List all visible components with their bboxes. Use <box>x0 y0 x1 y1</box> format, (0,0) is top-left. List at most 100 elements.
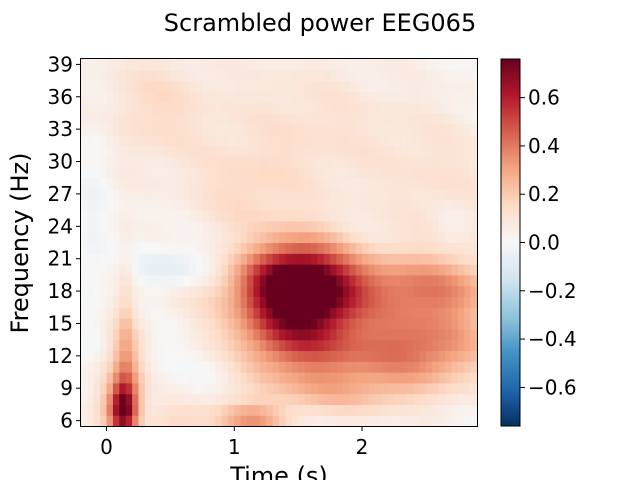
heatmap-cell <box>413 91 421 103</box>
heatmap-cell <box>227 123 235 136</box>
heatmap-cell <box>438 231 446 244</box>
heatmap-cell <box>202 156 210 168</box>
heatmap-cell <box>342 264 350 276</box>
heatmap-cell <box>253 285 261 298</box>
heatmap-cell <box>342 123 350 136</box>
heatmap-cell <box>445 415 453 427</box>
heatmap-cell <box>432 253 440 265</box>
heatmap-cell <box>125 91 133 103</box>
heatmap-cell <box>368 156 376 168</box>
heatmap-cell <box>362 145 370 157</box>
heatmap-cell <box>285 339 293 352</box>
heatmap-cell <box>406 231 414 244</box>
heatmap-cell <box>170 112 178 125</box>
heatmap-cell <box>87 404 95 416</box>
heatmap-cell <box>323 415 331 427</box>
heatmap-cell <box>125 393 133 406</box>
heatmap-cell <box>451 328 459 341</box>
heatmap-cell <box>106 404 114 416</box>
heatmap-cell <box>144 177 152 190</box>
heatmap-cell <box>393 69 401 82</box>
heatmap-cell <box>342 415 350 427</box>
heatmap-cell <box>189 350 197 362</box>
heatmap-cell <box>336 69 344 82</box>
heatmap-cell <box>285 80 293 92</box>
heatmap-cell <box>227 296 235 308</box>
heatmap-cell <box>138 339 146 352</box>
heatmap-cell <box>413 328 421 341</box>
heatmap-cell <box>291 339 299 352</box>
heatmap-cell <box>298 253 306 265</box>
y-tick-label: 21 <box>48 247 73 271</box>
heatmap-cell <box>304 210 312 222</box>
heatmap-cell <box>227 339 235 352</box>
heatmap-cell <box>349 318 357 330</box>
heatmap-cell <box>387 361 395 373</box>
heatmap-cell <box>106 285 114 298</box>
heatmap-cell <box>425 231 433 244</box>
heatmap-cell <box>125 318 133 330</box>
heatmap-cell <box>157 177 165 190</box>
heatmap-cell <box>381 91 389 103</box>
heatmap-cell <box>247 318 255 330</box>
heatmap-cell <box>323 59 331 71</box>
heatmap-cell <box>253 231 261 244</box>
heatmap-cell <box>81 372 88 384</box>
heatmap-cell <box>138 91 146 103</box>
heatmap-cell <box>400 372 408 384</box>
heatmap-cell <box>106 59 114 71</box>
heatmap-cell <box>336 102 344 114</box>
heatmap-cell <box>215 307 223 319</box>
heatmap-cell <box>144 285 152 298</box>
heatmap-cell <box>330 372 338 384</box>
heatmap-cell <box>132 112 140 125</box>
heatmap-cell <box>413 264 421 276</box>
heatmap-cell <box>100 253 108 265</box>
heatmap-cell <box>240 210 248 222</box>
heatmap-cell <box>451 177 459 190</box>
heatmap-cell <box>330 80 338 92</box>
heatmap-cell <box>132 231 140 244</box>
heatmap-cell <box>355 350 363 362</box>
heatmap-cell <box>176 285 184 298</box>
heatmap-cell <box>432 145 440 157</box>
heatmap-cell <box>349 307 357 319</box>
heatmap-cell <box>100 350 108 362</box>
heatmap-cell <box>323 318 331 330</box>
heatmap-cell <box>176 404 184 416</box>
heatmap-cell <box>112 274 120 287</box>
heatmap-cell <box>234 210 242 222</box>
heatmap-cell <box>342 242 350 254</box>
heatmap-cell <box>119 177 127 190</box>
heatmap-cell <box>125 264 133 276</box>
heatmap-cell <box>125 145 133 157</box>
heatmap-cell <box>438 134 446 146</box>
heatmap-cell <box>144 393 152 406</box>
heatmap-cell <box>189 296 197 308</box>
heatmap-cell <box>355 415 363 427</box>
heatmap-cell <box>381 350 389 362</box>
heatmap-cell <box>227 274 235 287</box>
heatmap-cell <box>259 404 267 416</box>
heatmap-cell <box>106 177 114 190</box>
heatmap-cell <box>202 210 210 222</box>
heatmap-cell <box>112 404 120 416</box>
heatmap-cell <box>100 188 108 200</box>
heatmap-cell <box>183 231 191 244</box>
heatmap-cell <box>432 264 440 276</box>
heatmap-cell <box>151 382 159 395</box>
heatmap-cell <box>157 91 165 103</box>
heatmap-cell <box>406 177 414 190</box>
heatmap-cell <box>253 372 261 384</box>
heatmap-cell <box>106 415 114 427</box>
heatmap-cell <box>279 145 286 157</box>
heatmap-cell <box>247 59 255 71</box>
heatmap-cell <box>93 382 101 395</box>
heatmap-cell <box>368 145 376 157</box>
heatmap-cell <box>393 231 401 244</box>
heatmap-cell <box>164 123 172 136</box>
heatmap-cell <box>81 350 88 362</box>
heatmap-cell <box>464 404 472 416</box>
heatmap-cell <box>362 134 370 146</box>
heatmap-cell <box>451 91 459 103</box>
